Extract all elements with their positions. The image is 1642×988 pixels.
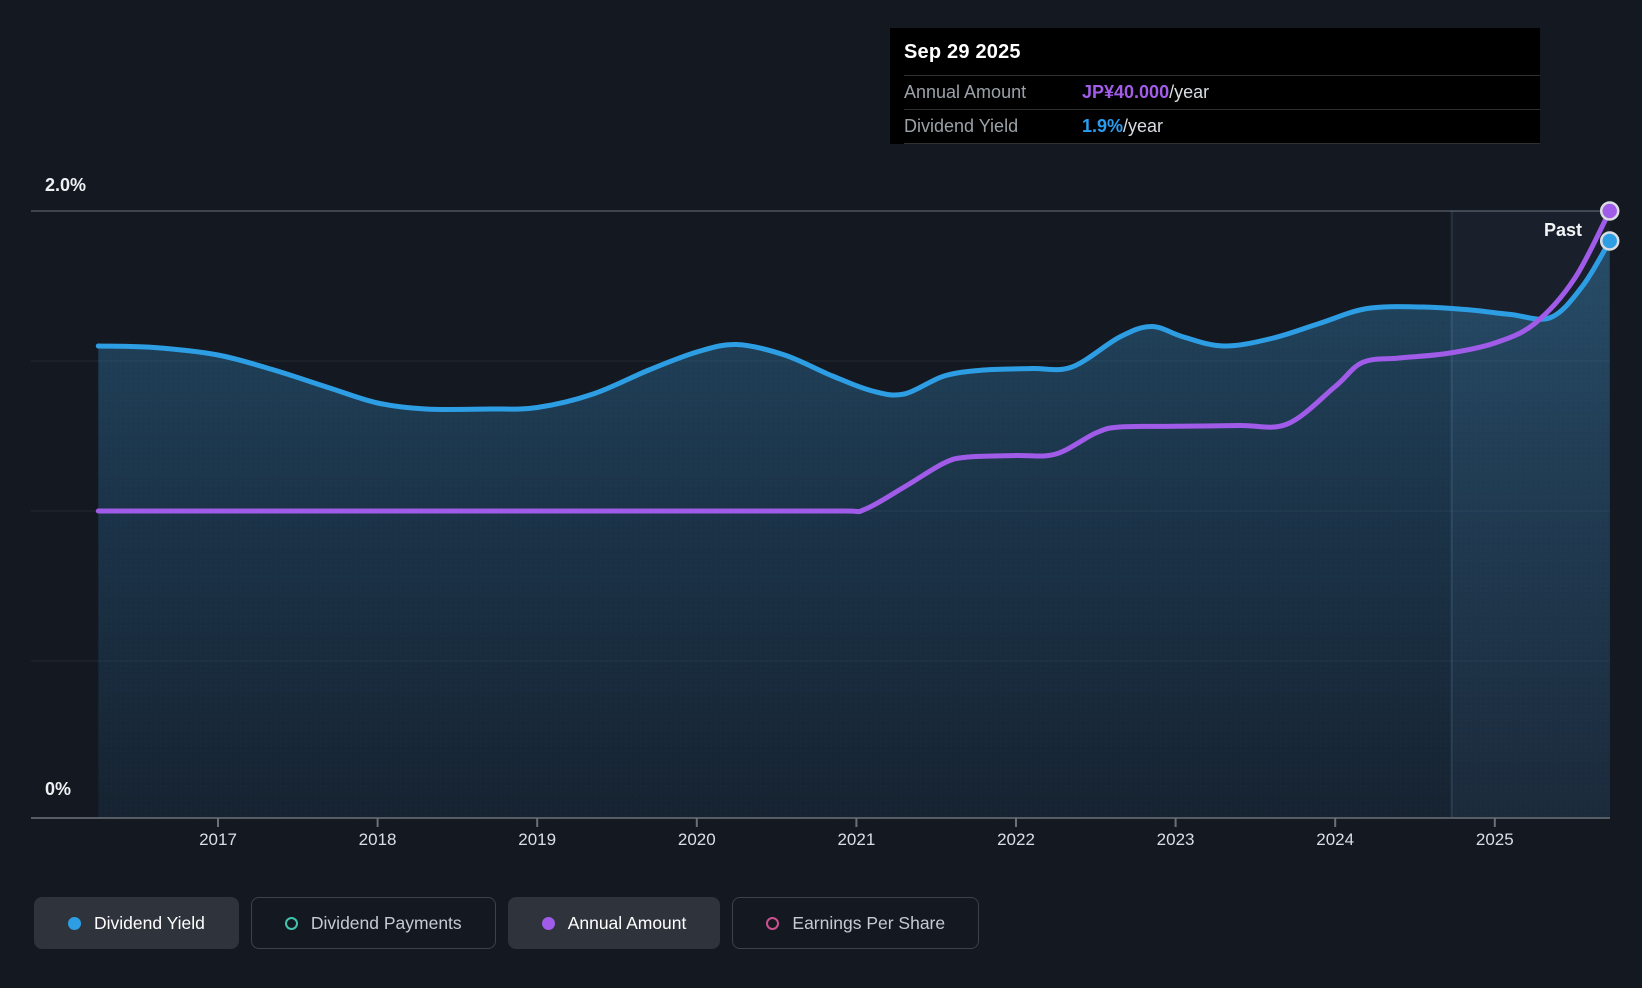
- tooltip-label: Annual Amount: [904, 82, 1027, 102]
- tooltip-value: 1.9%: [1082, 116, 1124, 136]
- chart-tooltip: Sep 29 2025 Annual Amount JP¥40.000 /yea…: [890, 28, 1540, 144]
- legend-label: Earnings Per Share: [792, 912, 946, 933]
- dividend-yield-end-marker[interactable]: [1599, 231, 1620, 251]
- chart-area-texture: [98, 241, 1610, 817]
- tooltip-row-dividend-yield: Dividend Yield 1.9% /year: [890, 110, 1540, 143]
- dividend-yield-dot-icon: [68, 916, 81, 930]
- dividend-payments-ring-icon: [284, 916, 298, 930]
- x-tick-label-2024: 2024: [1316, 830, 1355, 849]
- legend-button-earnings-per-share[interactable]: Earnings Per Share: [732, 897, 980, 949]
- tooltip-value-suffix: /year: [1169, 82, 1210, 102]
- x-tick-label-2019: 2019: [518, 830, 557, 849]
- legend-button-annual-amount[interactable]: Annual Amount: [507, 897, 721, 949]
- x-tick-label-2017: 2017: [199, 830, 237, 849]
- x-tick-label-2025: 2025: [1475, 830, 1514, 849]
- x-tick-label-2022: 2022: [997, 830, 1035, 849]
- legend-label: Annual Amount: [567, 912, 687, 933]
- annual-amount-end-marker[interactable]: [1599, 201, 1620, 221]
- x-tick-label-2018: 2018: [358, 830, 397, 849]
- past-annotation: Past: [1544, 220, 1583, 240]
- tooltip-divider: [904, 75, 1540, 76]
- tooltip-date: Sep 29 2025: [904, 41, 1021, 63]
- tooltip-value: JP¥40.000: [1082, 82, 1170, 102]
- earnings-per-share-ring-icon: [766, 916, 780, 930]
- legend-label: Dividend Yield: [94, 912, 205, 933]
- y-axis-label-top: 2.0%: [45, 175, 87, 195]
- y-axis-label-bottom: 0%: [45, 779, 72, 799]
- x-tick-label-2020: 2020: [677, 830, 716, 849]
- x-tick-label-2023: 2023: [1156, 830, 1195, 849]
- chart-legend: Dividend Yield Dividend Payments Annual …: [34, 897, 980, 949]
- tooltip-divider: [904, 109, 1540, 110]
- tooltip-divider: [904, 143, 1540, 144]
- legend-button-dividend-payments[interactable]: Dividend Payments: [250, 897, 496, 949]
- annual-amount-dot-icon: [541, 916, 555, 930]
- x-tick-label-2021: 2021: [837, 830, 876, 849]
- dividend-yield-line[interactable]: [95, 238, 1613, 413]
- past-region-highlight: [1451, 211, 1610, 818]
- tooltip-row-annual-amount: Annual Amount JP¥40.000 /year: [890, 76, 1540, 109]
- legend-label: Dividend Payments: [310, 912, 462, 933]
- tooltip-value-suffix: /year: [1123, 116, 1164, 136]
- legend-button-dividend-yield[interactable]: Dividend Yield: [34, 897, 239, 949]
- tooltip-label: Dividend Yield: [904, 116, 1019, 136]
- annual-amount-line[interactable]: [95, 208, 1613, 515]
